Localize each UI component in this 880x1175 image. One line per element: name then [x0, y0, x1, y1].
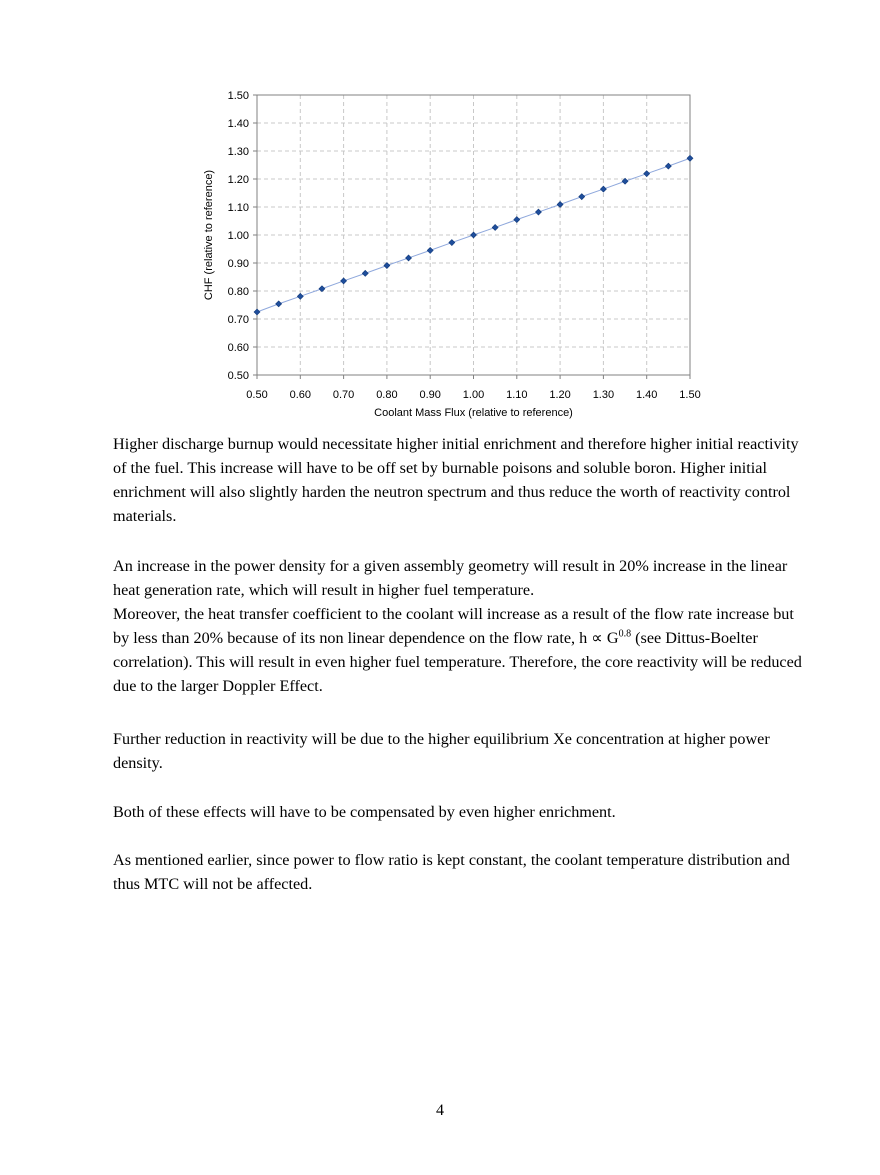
heat-transfer-text-end: (see Dittus-Boelter correlation). This w… [113, 629, 802, 695]
data-point [599, 185, 607, 193]
y-axis-label: CHF (relative to reference) [203, 170, 215, 300]
page-number: 4 [436, 1102, 444, 1119]
data-point [318, 285, 326, 293]
data-point [426, 246, 434, 254]
flow-exponent: 0.8 [618, 628, 632, 640]
paragraph-compensation: Both of these effects will have to be co… [113, 803, 616, 821]
data-point [253, 308, 261, 316]
paragraph-mtc: As mentioned earlier, since power to flo… [113, 851, 790, 893]
paragraph-power-density: An increase in the power density for a g… [113, 554, 803, 698]
axis-ticks: 0.50 0.60 0.70 0.80 0.90 1.00 1.10 1.20 1.30 1.40… [228, 90, 701, 401]
paragraph-xenon: Further reduction in reactivity will be … [113, 730, 770, 772]
data-point [535, 208, 542, 216]
x-tick-label: 1.40 [636, 389, 657, 401]
x-tick-label: 0.70 [333, 389, 354, 401]
data-point [643, 170, 651, 178]
y-tick-label: 0.50 [228, 370, 249, 382]
data-point [405, 254, 412, 262]
data-point [513, 216, 521, 224]
paragraph-burnup: Higher discharge burnup would necessitat… [113, 435, 799, 525]
chf-chart: 0.50 0.60 0.70 0.80 0.90 1.00 1.10 1.20 1.30 1.40… [203, 90, 701, 419]
data-point [664, 162, 672, 170]
data-point [556, 201, 564, 208]
x-tick-label: 1.10 [506, 389, 527, 401]
data-point [448, 239, 456, 246]
data-point [578, 193, 586, 201]
y-tick-label: 1.50 [228, 90, 249, 102]
x-tick-label: 1.30 [593, 389, 614, 401]
x-tick-label: 1.00 [463, 389, 484, 401]
data-point [296, 292, 304, 300]
y-tick-label: 1.10 [228, 202, 249, 214]
x-tick-label: 0.50 [246, 389, 267, 401]
x-tick-label: 1.20 [549, 389, 570, 401]
power-density-sentence: An increase in the power density for a g… [113, 557, 788, 599]
data-point [686, 154, 694, 162]
data-point [361, 269, 369, 277]
chart-series [253, 154, 694, 316]
data-point [275, 300, 283, 308]
y-tick-label: 0.80 [228, 286, 249, 298]
data-point [340, 277, 348, 285]
data-point [383, 262, 391, 269]
x-tick-label: 0.60 [290, 389, 311, 401]
x-tick-label: 0.90 [419, 389, 440, 401]
data-point [470, 231, 477, 239]
data-point [621, 177, 629, 185]
x-axis-label: Coolant Mass Flux (relative to reference… [374, 407, 573, 419]
y-tick-label: 1.30 [228, 146, 249, 158]
data-point [491, 224, 499, 231]
x-tick-label: 0.80 [376, 389, 397, 401]
heat-transfer-text-start: Moreover, the heat transfer coefficient … [113, 605, 794, 647]
x-tick-label: 1.50 [679, 389, 700, 401]
y-tick-label: 0.60 [228, 342, 249, 354]
chart-grid [257, 95, 690, 375]
y-tick-label: 1.00 [228, 230, 249, 242]
y-tick-label: 0.90 [228, 258, 249, 270]
y-tick-label: 1.20 [228, 174, 249, 186]
y-tick-label: 0.70 [228, 314, 249, 326]
y-tick-label: 1.40 [228, 118, 249, 130]
